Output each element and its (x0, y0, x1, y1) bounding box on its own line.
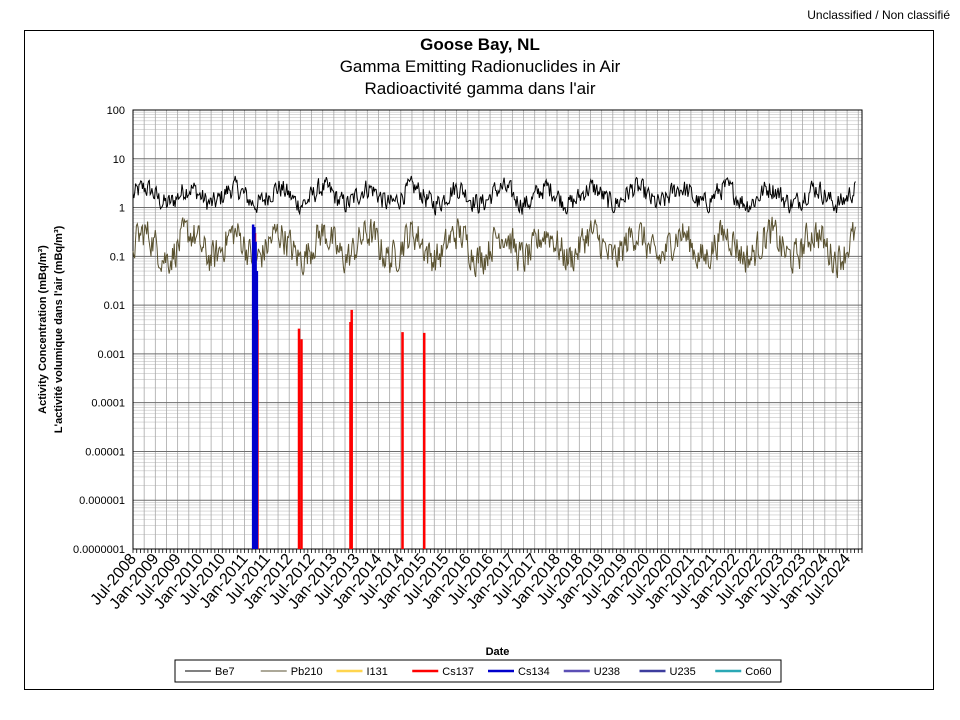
plot-border (132, 109, 863, 550)
legend-label-pb210: Pb210 (291, 666, 323, 678)
chart-titles: Goose Bay, NL Gamma Emitting Radionuclid… (0, 34, 960, 100)
grid-lines (132, 109, 862, 550)
legend-label-cs134: Cs134 (518, 666, 550, 678)
x-axis-title: Date (486, 646, 510, 658)
y-tick-label: 0.001 (97, 349, 125, 361)
y-tick-label: 0.000001 (79, 495, 125, 507)
chart-title: Goose Bay, NL (420, 35, 540, 54)
legend-label-co60: Co60 (745, 666, 771, 678)
legend-label-be7: Be7 (215, 666, 235, 678)
y-tick-label: 0.0000001 (73, 544, 125, 556)
legend-box (174, 659, 782, 683)
chart-frame (24, 30, 934, 690)
legend: Be7 Pb210 I131 Cs137 Cs134 U238 U235 Co60 (174, 659, 782, 683)
chart-subtitle-fr: Radioactivité gamma dans l'air (364, 79, 596, 98)
legend-label-u235: U235 (670, 666, 696, 678)
y-tick-label: 1 (119, 203, 125, 215)
y-tick-label: 10 (113, 154, 125, 166)
y-tick-label: 0.0001 (91, 398, 125, 410)
y-axis-title-fr: L'activité volumique dans l'air (mBq/m³) (53, 225, 65, 433)
classification-label: Unclassified / Non classifié (807, 8, 950, 22)
legend-label-i131: I131 (367, 666, 388, 678)
legend-label-cs137: Cs137 (442, 666, 474, 678)
y-tick-label: 0.1 (110, 251, 125, 263)
y-tick-label: 0.01 (104, 300, 125, 312)
y-axis-title-en: Activity Concentration (mBq/m³) (37, 245, 49, 414)
legend-label-u238: U238 (594, 666, 620, 678)
y-tick-label: 100 (107, 105, 125, 117)
y-tick-label: 0.00001 (85, 446, 125, 458)
series-line-be7 (132, 175, 856, 216)
chart-subtitle-en: Gamma Emitting Radionuclides in Air (339, 57, 621, 76)
